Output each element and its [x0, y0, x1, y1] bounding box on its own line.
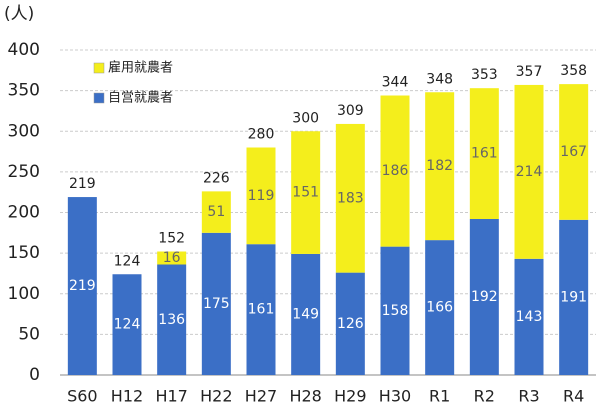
total-label: 344	[382, 75, 409, 91]
bar-segment	[469, 88, 499, 219]
x-tick-label: H12	[111, 387, 143, 406]
data-label: 136	[158, 312, 185, 328]
y-tick-label: 150	[8, 243, 40, 263]
y-tick-label: 250	[8, 162, 40, 182]
y-tick-label: 100	[8, 284, 40, 304]
total-label: 309	[337, 103, 364, 119]
data-label: 186	[382, 163, 409, 179]
bar-segment	[335, 272, 365, 375]
total-label: 348	[426, 71, 453, 87]
bar-segment	[559, 84, 589, 220]
bar-segment	[425, 240, 455, 375]
total-label: 353	[471, 67, 498, 83]
x-tick-label: H27	[245, 387, 277, 406]
total-label: 124	[114, 253, 141, 269]
legend-label: 雇用就農者	[108, 60, 173, 76]
data-label: 192	[471, 289, 498, 305]
legend-label: 自営就農者	[108, 91, 173, 106]
data-label: 124	[114, 317, 141, 333]
data-label: 182	[426, 158, 453, 174]
bar-segment	[291, 131, 321, 254]
bar-segment	[514, 84, 544, 259]
bar-segment	[246, 147, 276, 245]
data-label: 167	[560, 144, 587, 160]
total-label: 152	[158, 231, 185, 247]
bar-segment	[380, 246, 410, 375]
bar-segment	[291, 253, 321, 375]
data-label: 161	[248, 302, 275, 318]
data-label: 16	[163, 250, 181, 266]
bar-segment	[112, 274, 142, 375]
total-label: 357	[516, 64, 543, 80]
x-tick-label: H17	[155, 387, 187, 406]
bar-segment	[201, 191, 231, 233]
bar-segment	[157, 251, 187, 265]
total-label: 219	[69, 176, 96, 192]
bar-segment	[469, 219, 499, 375]
total-label: 358	[560, 63, 587, 79]
y-unit: (人)	[4, 4, 34, 24]
data-label: 191	[560, 289, 587, 305]
data-label: 119	[248, 188, 275, 204]
total-label: 300	[292, 110, 319, 126]
y-tick-label: 400	[8, 40, 40, 60]
data-label: 158	[382, 303, 409, 319]
bar-segment	[157, 264, 187, 375]
y-tick-label: 50	[18, 324, 40, 344]
legend-swatch	[93, 92, 105, 104]
data-label: 183	[337, 190, 364, 206]
x-tick-label: S60	[67, 387, 98, 406]
x-tick-label: R4	[563, 387, 584, 406]
legend-swatch	[93, 62, 105, 74]
bar-segment	[67, 197, 97, 375]
x-tick-label: H22	[200, 387, 232, 406]
data-label: 175	[203, 296, 230, 312]
data-label: 126	[337, 316, 364, 332]
bar-segment	[425, 92, 455, 241]
bar-segment	[246, 244, 276, 375]
data-label: 166	[426, 300, 453, 316]
total-label: 226	[203, 170, 230, 186]
x-tick-label: R1	[429, 387, 450, 406]
data-label: 161	[471, 146, 498, 162]
data-label: 143	[516, 309, 543, 325]
bar-segment	[380, 95, 410, 247]
x-tick-label: R3	[518, 387, 539, 406]
y-tick-label: 200	[8, 203, 40, 223]
x-tick-label: H30	[379, 387, 411, 406]
data-label: 151	[292, 185, 319, 201]
bar-segment	[201, 232, 231, 375]
x-tick-label: H28	[289, 387, 321, 406]
x-tick-label: H29	[334, 387, 366, 406]
data-label: 219	[69, 278, 96, 294]
bar-segment	[559, 219, 589, 375]
data-label: 149	[292, 306, 319, 322]
bar-segment	[335, 123, 365, 273]
total-label: 280	[248, 127, 275, 143]
y-tick-label: 300	[8, 121, 40, 141]
y-tick-label: 350	[8, 81, 40, 101]
data-label: 51	[207, 204, 225, 220]
x-tick-label: R2	[474, 387, 495, 406]
data-label: 214	[516, 164, 543, 180]
bar-segment	[514, 258, 544, 375]
y-tick-label: 0	[29, 365, 40, 385]
